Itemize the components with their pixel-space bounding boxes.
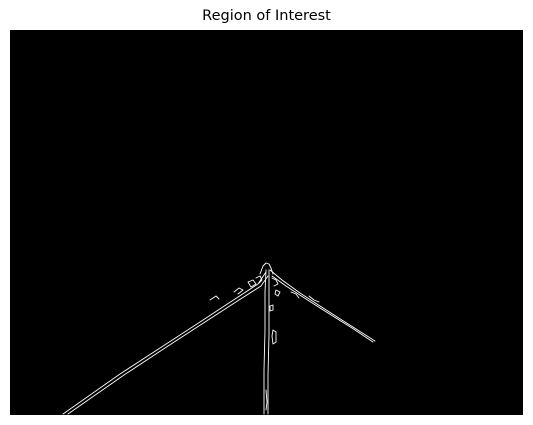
edge-image-canvas <box>10 30 523 415</box>
apex-clutter-2 <box>255 275 263 284</box>
center-pole-left-edge <box>263 269 267 415</box>
image-background <box>10 30 523 415</box>
apex-clutter-6 <box>233 287 244 295</box>
right-lane-edge-outer <box>269 269 376 342</box>
edge-image <box>10 30 523 415</box>
right-lane-edge-inner <box>271 275 374 343</box>
left-lane-edge-inner <box>67 275 269 415</box>
apex-clutter-4 <box>247 279 257 288</box>
apex-clutter-8 <box>209 295 220 301</box>
left-lane-edge-outer <box>62 271 267 415</box>
plot-title: Region of Interest <box>202 8 331 24</box>
pole-blob-1 <box>269 304 274 312</box>
apex-clutter-5 <box>274 289 281 297</box>
apex-clutter-1 <box>259 262 274 275</box>
apex-clutter-3 <box>271 277 279 287</box>
center-pole-right-edge <box>267 269 270 415</box>
pole-blob-3 <box>265 389 268 411</box>
pole-blob-2 <box>271 329 277 345</box>
apex-clutter-7 <box>290 291 300 299</box>
apex-clutter-9 <box>308 295 320 303</box>
